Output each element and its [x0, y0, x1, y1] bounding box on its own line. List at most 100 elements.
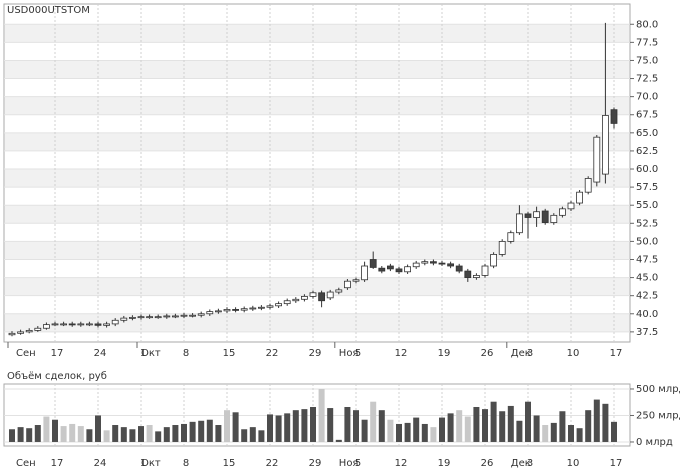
volume-bar: [155, 431, 162, 442]
x-tick-label: 17: [51, 348, 64, 359]
candle-body: [189, 314, 197, 317]
y-tick-label: 50.0: [636, 236, 658, 247]
candle-body: [369, 259, 377, 268]
x-tick-label: 19: [438, 458, 451, 469]
chart-title: USD000UTSTOM: [7, 5, 90, 16]
month-label: Дек: [511, 348, 531, 359]
candle-body: [464, 270, 472, 278]
volume-bar: [120, 427, 127, 442]
volume-bar: [138, 426, 144, 442]
candle-body: [533, 211, 540, 218]
grid-band: [5, 96, 629, 115]
y-tick-label: 75.0: [636, 55, 658, 66]
candle-body: [206, 311, 214, 315]
candle-body: [438, 262, 446, 265]
volume-bar: [189, 421, 196, 442]
candle-body: [275, 303, 283, 307]
volume-bar: [404, 422, 411, 442]
volume-title: Объём сделок, руб: [7, 371, 107, 382]
volume-bar: [215, 425, 222, 442]
x-tick-label: 5: [355, 458, 361, 469]
volume-bar: [507, 405, 514, 442]
candle-body: [559, 208, 566, 216]
volume-bar: [516, 420, 523, 442]
volume-bar: [258, 430, 265, 442]
x-tick-label: 1: [140, 348, 146, 359]
volume-bar: [43, 416, 50, 442]
volume-bar: [77, 426, 84, 442]
volume-bar: [181, 423, 187, 442]
candle-body: [171, 315, 179, 318]
volume-bar: [413, 417, 420, 442]
y-tick-label: 55.0: [636, 200, 658, 211]
volume-bar: [146, 425, 153, 442]
y-tick-label: 65.0: [636, 128, 658, 139]
candle-body: [550, 214, 558, 223]
volume-bar: [26, 428, 33, 442]
candle-body: [335, 289, 343, 293]
volume-bar: [318, 388, 325, 442]
volume-bar: [275, 415, 282, 442]
grid-band: [5, 205, 629, 224]
x-tick-label: 10: [567, 458, 580, 469]
grid-band: [5, 24, 629, 43]
x-tick-label: 15: [223, 348, 236, 359]
volume-bar: [611, 421, 617, 442]
volume-bar: [533, 415, 540, 442]
volume-bar: [344, 406, 351, 442]
candle-body: [412, 262, 420, 268]
volume-bar: [447, 413, 454, 442]
volume-bar: [490, 401, 497, 442]
candle-body: [86, 323, 93, 326]
candle-body: [386, 265, 394, 270]
volume-bar: [396, 423, 402, 442]
volume-bar: [292, 410, 299, 442]
month-label: Ноя: [339, 348, 359, 359]
volume-bar: [378, 410, 385, 442]
candle-body: [43, 324, 50, 329]
volume-bar: [284, 413, 291, 442]
volume-bar: [550, 422, 557, 442]
volume-bar: [198, 420, 205, 442]
candle-body: [103, 323, 110, 326]
x-tick-label: 15: [223, 458, 236, 469]
month-label: Ноя: [339, 458, 359, 469]
x-tick-label: 26: [481, 348, 494, 359]
volume-bar: [473, 406, 480, 442]
volume-bar: [482, 409, 488, 442]
candle-body: [154, 316, 162, 319]
volume-bar: [464, 416, 471, 442]
volume-bar: [129, 429, 136, 442]
volume-bar: [241, 429, 248, 442]
volume-bar: [17, 427, 24, 442]
month-label: Окт: [141, 458, 161, 469]
volume-bar: [172, 425, 179, 442]
candle-body: [541, 210, 549, 223]
volume-bar: [103, 430, 110, 442]
candle-body: [576, 191, 583, 204]
volume-bar: [249, 427, 256, 442]
candle-body: [507, 232, 515, 242]
candle-body: [266, 305, 274, 308]
candle-body: [584, 178, 592, 193]
x-tick-label: 17: [610, 348, 623, 359]
candle-body: [94, 323, 102, 326]
candle-body: [567, 202, 575, 210]
volume-bar: [370, 401, 377, 442]
candle-body: [111, 319, 119, 325]
volume-bar: [86, 429, 93, 442]
y-tick-label: 250 млрд: [636, 410, 680, 421]
volume-bar: [542, 425, 549, 442]
candle-body: [395, 268, 403, 273]
candle-body: [8, 332, 16, 336]
y-tick-label: 77.5: [636, 37, 658, 48]
volume-bar: [224, 410, 230, 442]
volume-bar: [163, 427, 170, 442]
y-tick-label: 52.5: [636, 218, 658, 229]
x-tick-label: 8: [183, 458, 189, 469]
x-tick-label: 24: [94, 458, 107, 469]
y-tick-label: 57.5: [636, 182, 658, 193]
candle-body: [77, 323, 85, 326]
y-tick-label: 40.0: [636, 309, 658, 320]
